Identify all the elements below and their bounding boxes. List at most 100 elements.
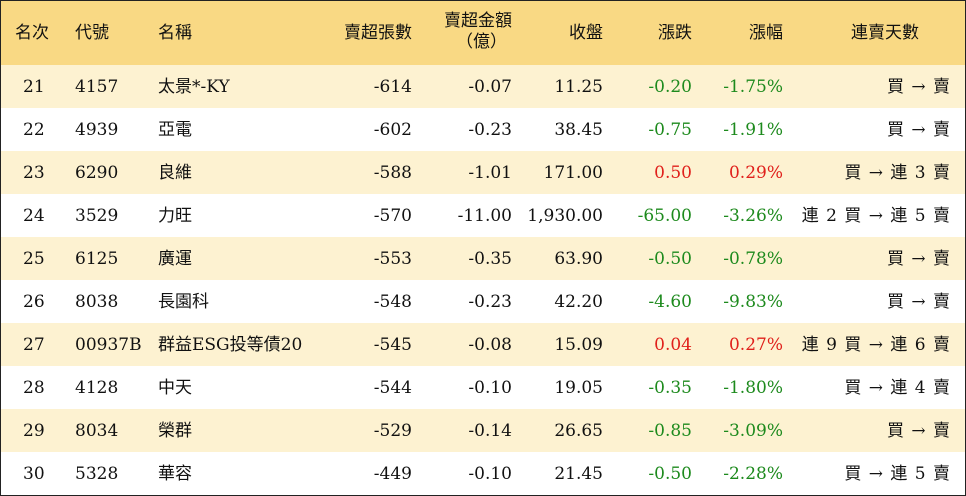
consecutive-days-cell: 連 2 買 → 連 5 賣 [801, 206, 951, 226]
header-net-sell-lots: 賣超張數 [344, 23, 412, 43]
consecutive-days-cell: 買 → 連 4 賣 [844, 378, 951, 398]
change-cell: -65.00 [637, 206, 692, 226]
header-rank: 名次 [15, 23, 49, 43]
change-cell: -0.50 [648, 464, 692, 484]
code-cell: 6290 [75, 163, 119, 183]
net-sell-lots-cell: -548 [373, 292, 412, 312]
consecutive-days-cell: 買 → 連 5 賣 [844, 464, 951, 484]
net-sell-lots-cell: -614 [373, 77, 412, 97]
net-sell-amount-cell: -1.01 [468, 163, 512, 183]
name-cell: 太景*-KY [158, 77, 230, 97]
rank-cell: 22 [23, 120, 45, 140]
consecutive-days-cell: 買 → 賣 [886, 249, 951, 269]
code-cell: 5328 [75, 464, 119, 484]
pct-cell: -1.75% [723, 77, 783, 97]
pct-cell: 0.27% [728, 335, 783, 355]
net-sell-amount-cell: -11.00 [457, 206, 512, 226]
header-code: 代號 [75, 23, 109, 43]
table-row: 28 4128 中天 -544 -0.10 19.05 -0.35 -1.80% 買 → 連 4… [1, 366, 965, 409]
header-name: 名稱 [158, 23, 192, 43]
close-cell: 15.09 [554, 335, 603, 355]
consecutive-days-cell: 買 → 賣 [886, 421, 951, 441]
net-sell-lots-cell: -588 [373, 163, 412, 183]
consecutive-days-cell: 連 9 買 → 連 6 賣 [801, 335, 951, 355]
table-row: 25 6125 廣運 -553 -0.35 63.90 -0.50 -0.78% 買 → 賣 [1, 237, 965, 280]
change-cell: -0.50 [648, 249, 692, 269]
close-cell: 171.00 [543, 163, 603, 183]
name-cell: 華容 [158, 464, 192, 484]
change-cell: 0.04 [654, 335, 692, 355]
net-sell-lots-cell: -544 [373, 378, 412, 398]
pct-cell: -1.91% [723, 120, 783, 140]
rank-cell: 21 [23, 77, 45, 97]
rank-cell: 25 [23, 249, 45, 269]
rank-cell: 24 [23, 206, 45, 226]
net-sell-amount-cell: -0.10 [468, 378, 512, 398]
net-sell-amount-cell: -0.07 [468, 77, 512, 97]
header-net-sell-amount-unit: （億） [456, 32, 507, 52]
table-row: 27 00937B 群益ESG投等債20 -545 -0.08 15.09 0.04 0.27… [1, 323, 965, 366]
name-cell: 中天 [158, 378, 192, 398]
rank-cell: 23 [23, 163, 45, 183]
code-cell: 8034 [75, 421, 119, 441]
header-change: 漲跌 [658, 23, 692, 43]
net-sell-lots-cell: -570 [373, 206, 412, 226]
change-cell: 0.50 [654, 163, 692, 183]
header-pct: 漲幅 [749, 23, 783, 43]
name-cell: 群益ESG投等債20 [158, 335, 303, 355]
net-sell-amount-cell: -0.35 [468, 249, 512, 269]
close-cell: 63.90 [554, 249, 603, 269]
net-sell-lots-cell: -449 [373, 464, 412, 484]
pct-cell: -1.80% [723, 378, 783, 398]
change-cell: -0.35 [648, 378, 692, 398]
pct-cell: -3.09% [723, 421, 783, 441]
code-cell: 00937B [75, 335, 142, 355]
consecutive-days-cell: 買 → 賣 [886, 77, 951, 97]
table-row: 29 8034 榮群 -529 -0.14 26.65 -0.85 -3.09% 買 → 賣 [1, 409, 965, 452]
net-sell-amount-cell: -0.10 [468, 464, 512, 484]
table-row: 23 6290 良維 -588 -1.01 171.00 0.50 0.29% 買 → 連 3 … [1, 151, 965, 194]
rank-cell: 26 [23, 292, 45, 312]
pct-cell: -3.26% [723, 206, 783, 226]
close-cell: 11.25 [554, 77, 603, 97]
net-sell-lots-cell: -553 [373, 249, 412, 269]
change-cell: -0.85 [648, 421, 692, 441]
name-cell: 亞電 [158, 120, 192, 140]
code-cell: 6125 [75, 249, 119, 269]
rank-cell: 30 [23, 464, 45, 484]
name-cell: 良維 [158, 163, 192, 183]
name-cell: 廣運 [158, 249, 192, 269]
pct-cell: -9.83% [723, 292, 783, 312]
header-close: 收盤 [569, 23, 603, 43]
close-cell: 38.45 [554, 120, 603, 140]
change-cell: -0.20 [648, 77, 692, 97]
pct-cell: -0.78% [723, 249, 783, 269]
name-cell: 榮群 [158, 421, 192, 441]
consecutive-days-cell: 買 → 賣 [886, 120, 951, 140]
rank-cell: 28 [23, 378, 45, 398]
net-sell-amount-cell: -0.14 [468, 421, 512, 441]
code-cell: 3529 [75, 206, 119, 226]
net-sell-lots-cell: -545 [373, 335, 412, 355]
close-cell: 42.20 [554, 292, 603, 312]
name-cell: 長園科 [158, 292, 209, 312]
net-sell-lots-cell: -529 [373, 421, 412, 441]
table-row: 30 5328 華容 -449 -0.10 21.45 -0.50 -2.28% 買 → 連 5… [1, 452, 965, 495]
header-net-sell-amount: 賣超金額 [444, 11, 512, 31]
consecutive-days-cell: 買 → 賣 [886, 292, 951, 312]
table-row: 21 4157 太景*-KY -614 -0.07 11.25 -0.20 -1.75% 買 →… [1, 65, 965, 108]
net-sell-amount-cell: -0.08 [468, 335, 512, 355]
change-cell: -0.75 [648, 120, 692, 140]
table-row: 22 4939 亞電 -602 -0.23 38.45 -0.75 -1.91% 買 → 賣 [1, 108, 965, 151]
pct-cell: -2.28% [723, 464, 783, 484]
close-cell: 19.05 [554, 378, 603, 398]
code-cell: 4128 [75, 378, 119, 398]
close-cell: 21.45 [554, 464, 603, 484]
rank-cell: 29 [23, 421, 45, 441]
net-sell-lots-cell: -602 [373, 120, 412, 140]
header-consecutive-days: 連賣天數 [851, 23, 919, 43]
net-sell-amount-cell: -0.23 [468, 292, 512, 312]
code-cell: 4939 [75, 120, 119, 140]
net-sell-amount-cell: -0.23 [468, 120, 512, 140]
